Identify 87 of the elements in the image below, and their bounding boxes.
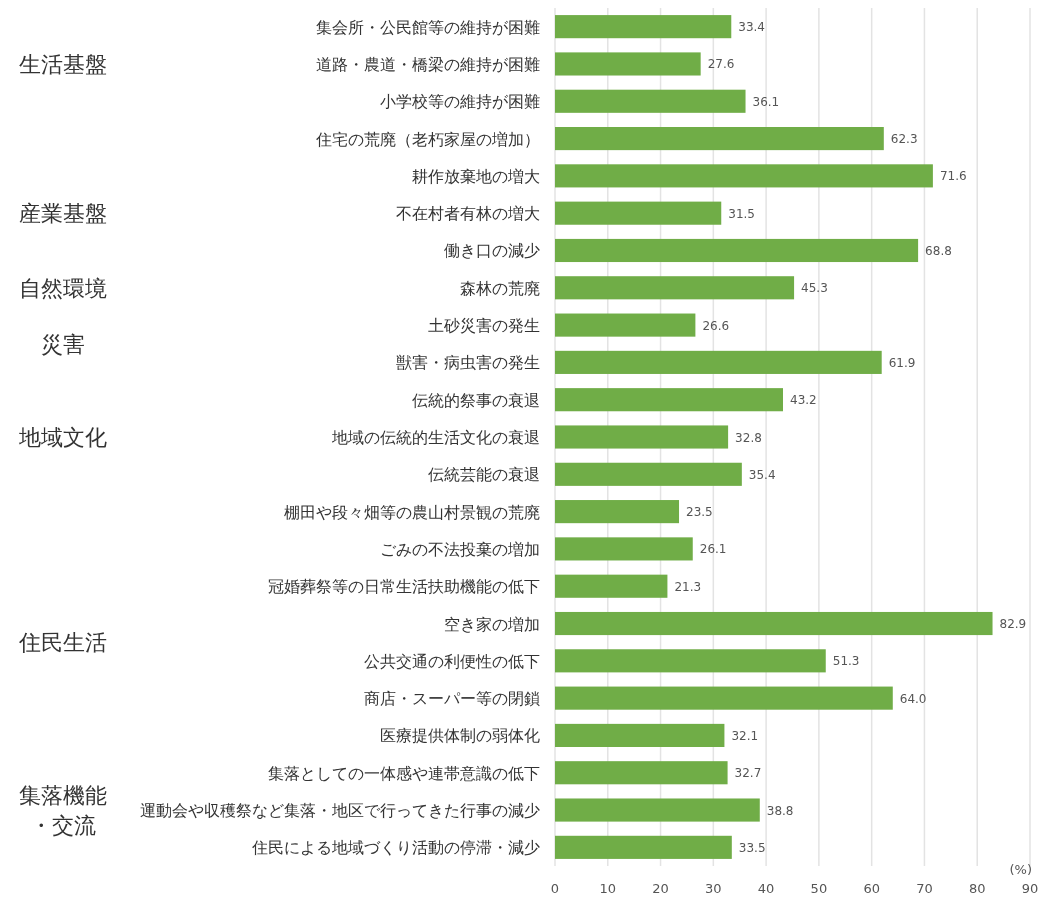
bar	[555, 52, 701, 76]
bar	[555, 835, 732, 859]
y-tick-label: 伝統的祭事の衰退	[412, 390, 540, 410]
y-tick-label: 公共交通の利便性の低下	[364, 651, 540, 671]
bar	[555, 761, 728, 785]
bar	[555, 238, 919, 263]
data-label: 32.7	[734, 766, 762, 781]
y-tick-label: 医療提供体制の弱体化	[380, 726, 540, 746]
bar	[555, 15, 732, 39]
bar	[555, 201, 722, 225]
data-label: 82.9	[999, 617, 1027, 632]
x-tick-label: 60	[863, 881, 880, 896]
data-label: 51.3	[832, 654, 860, 669]
data-label: 26.6	[702, 318, 730, 333]
data-label: 33.4	[738, 20, 765, 35]
x-tick-label: 50	[810, 881, 828, 896]
data-label: 61.9	[888, 355, 916, 370]
bar	[555, 686, 893, 710]
text: 住民生活	[18, 630, 107, 656]
data-label: 36.1	[752, 94, 780, 109]
y-tick-label: 運動会や収穫祭など集落・地区で行ってきた行事の減少	[140, 801, 540, 821]
bar	[555, 276, 795, 300]
bar	[555, 537, 693, 561]
text: 災害	[41, 331, 85, 357]
data-label: 71.6	[939, 169, 967, 184]
bar	[555, 462, 742, 486]
bar	[555, 388, 783, 412]
y-tick-label: ごみの不法投棄の増加	[380, 539, 540, 559]
y-tick-label: 伝統芸能の衰退	[428, 465, 540, 485]
y-tick-label: 地域の伝統的生活文化の衰退	[331, 428, 540, 447]
y-tick-label: 獣害・病虫害の発生	[396, 353, 540, 373]
data-label: 21.3	[674, 579, 702, 594]
x-tick-label: 0	[550, 881, 560, 896]
bar	[555, 127, 884, 151]
y-tick-label: 冠婚葬祭等の日常生活扶助機能の低下	[268, 577, 540, 597]
y-tick-label: 住民による地域づくり活動の停滞・減少	[251, 838, 540, 858]
text: 産業基盤	[19, 201, 107, 227]
bar	[555, 723, 725, 747]
data-label: 43.2	[790, 393, 817, 408]
y-tick-label: 森林の荒廃	[460, 278, 540, 298]
data-label: 38.8	[766, 803, 794, 818]
data-label: 31.5	[728, 206, 755, 221]
x-tick-label: 40	[757, 881, 775, 896]
x-tick-label: 80	[968, 881, 986, 896]
x-tick-label: 10	[599, 881, 617, 896]
text: 生活基盤	[19, 51, 107, 77]
bar	[555, 500, 680, 524]
y-tick-label: 土砂災害の発生	[428, 316, 540, 336]
x-axis-title: (%)	[1009, 862, 1032, 877]
text: 地域文化	[18, 425, 107, 450]
y-tick-label: 空き家の増加	[444, 614, 540, 634]
bar	[555, 574, 668, 598]
x-tick-label: 20	[652, 881, 669, 896]
y-tick-label: 耕作放棄地の増大	[412, 166, 540, 186]
y-tick-label: 道路・農道・橋梁の維持が困難	[316, 54, 540, 74]
x-tick-label: 70	[916, 881, 933, 896]
data-label: 32.8	[735, 430, 762, 445]
text: 自然環境	[19, 275, 107, 301]
data-label: 64.0	[899, 691, 927, 706]
bar	[555, 164, 933, 188]
bar	[555, 89, 746, 113]
data-label: 26.1	[699, 542, 727, 557]
data-label: 23.5	[686, 505, 713, 520]
data-label: 45.3	[801, 281, 828, 296]
bar	[555, 313, 696, 337]
y-tick-label: 集落としての一体感や連帯意識の低下	[268, 763, 540, 783]
data-label: 32.1	[731, 728, 759, 743]
y-tick-label: 不在村者有林の増大	[396, 204, 540, 224]
y-tick-label: 働き口の減少	[444, 241, 540, 261]
data-label: 68.8	[925, 243, 952, 258]
bar	[555, 649, 826, 673]
x-tick-label: 30	[705, 881, 722, 896]
y-tick-label: 商店・スーパー等の閉鎖	[364, 689, 540, 709]
data-label: 35.4	[748, 467, 776, 482]
data-label: 33.5	[738, 840, 766, 855]
text: 集落機能・交流	[19, 783, 107, 839]
bar	[555, 611, 993, 636]
y-tick-label: 棚田や段々畑等の農山村景観の荒廃	[284, 502, 540, 522]
x-tick-label: 90	[1021, 881, 1039, 896]
bar	[555, 798, 760, 822]
bar	[555, 425, 729, 449]
data-label: 62.3	[890, 132, 918, 147]
bar	[555, 350, 882, 374]
y-tick-label: 集会所・公民館等の維持が困難	[316, 17, 540, 37]
y-tick-label: 住宅の荒廃（老朽家屋の増加）	[315, 129, 540, 149]
y-tick-label: 小学校等の維持が困難	[380, 92, 540, 112]
data-label: 27.6	[707, 57, 735, 72]
